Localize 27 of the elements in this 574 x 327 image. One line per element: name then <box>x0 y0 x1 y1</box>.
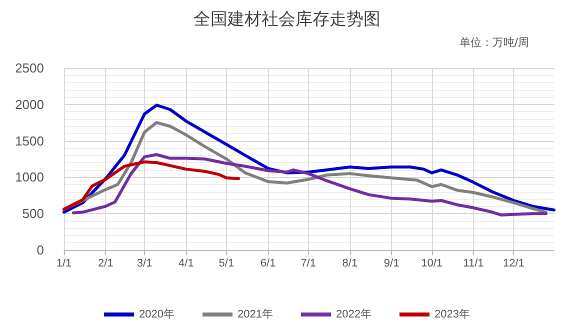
x-tick-label: 2/1 <box>98 258 114 270</box>
chart-title: 全国建材社会库存走势图 <box>194 10 380 30</box>
x-tick-label: 4/1 <box>178 258 194 270</box>
y-tick-label: 0 <box>36 242 44 258</box>
x-tick-label: 6/1 <box>260 258 276 270</box>
y-tick-label: 500 <box>22 206 44 222</box>
x-tick-label: 9/1 <box>384 258 400 270</box>
x-tick-label: 8/1 <box>342 258 358 270</box>
line-series <box>62 160 240 211</box>
x-tick-label: 3/1 <box>136 258 152 270</box>
x-tick-label: 10/1 <box>421 258 443 270</box>
chart-subtitle: 单位：万吨/周 <box>459 36 530 49</box>
y-tick-label: 2500 <box>15 60 44 76</box>
legend-label: 2023年 <box>434 308 470 320</box>
legend-label: 2021年 <box>238 308 274 320</box>
legend-label: 2022年 <box>336 308 372 320</box>
line-series <box>72 153 548 217</box>
y-tick-label: 1500 <box>15 133 44 148</box>
legend-label: 2020年 <box>139 308 175 320</box>
x-tick-label: 12/1 <box>503 258 524 270</box>
y-tick-label: 2000 <box>15 96 44 112</box>
y-tick-label: 1000 <box>15 170 44 185</box>
x-tick-label: 1/1 <box>56 258 72 270</box>
line-series <box>62 104 556 214</box>
x-tick-label: 11/1 <box>463 258 484 270</box>
x-tick-label: 5/1 <box>218 258 234 270</box>
x-tick-label: 7/1 <box>300 258 316 270</box>
